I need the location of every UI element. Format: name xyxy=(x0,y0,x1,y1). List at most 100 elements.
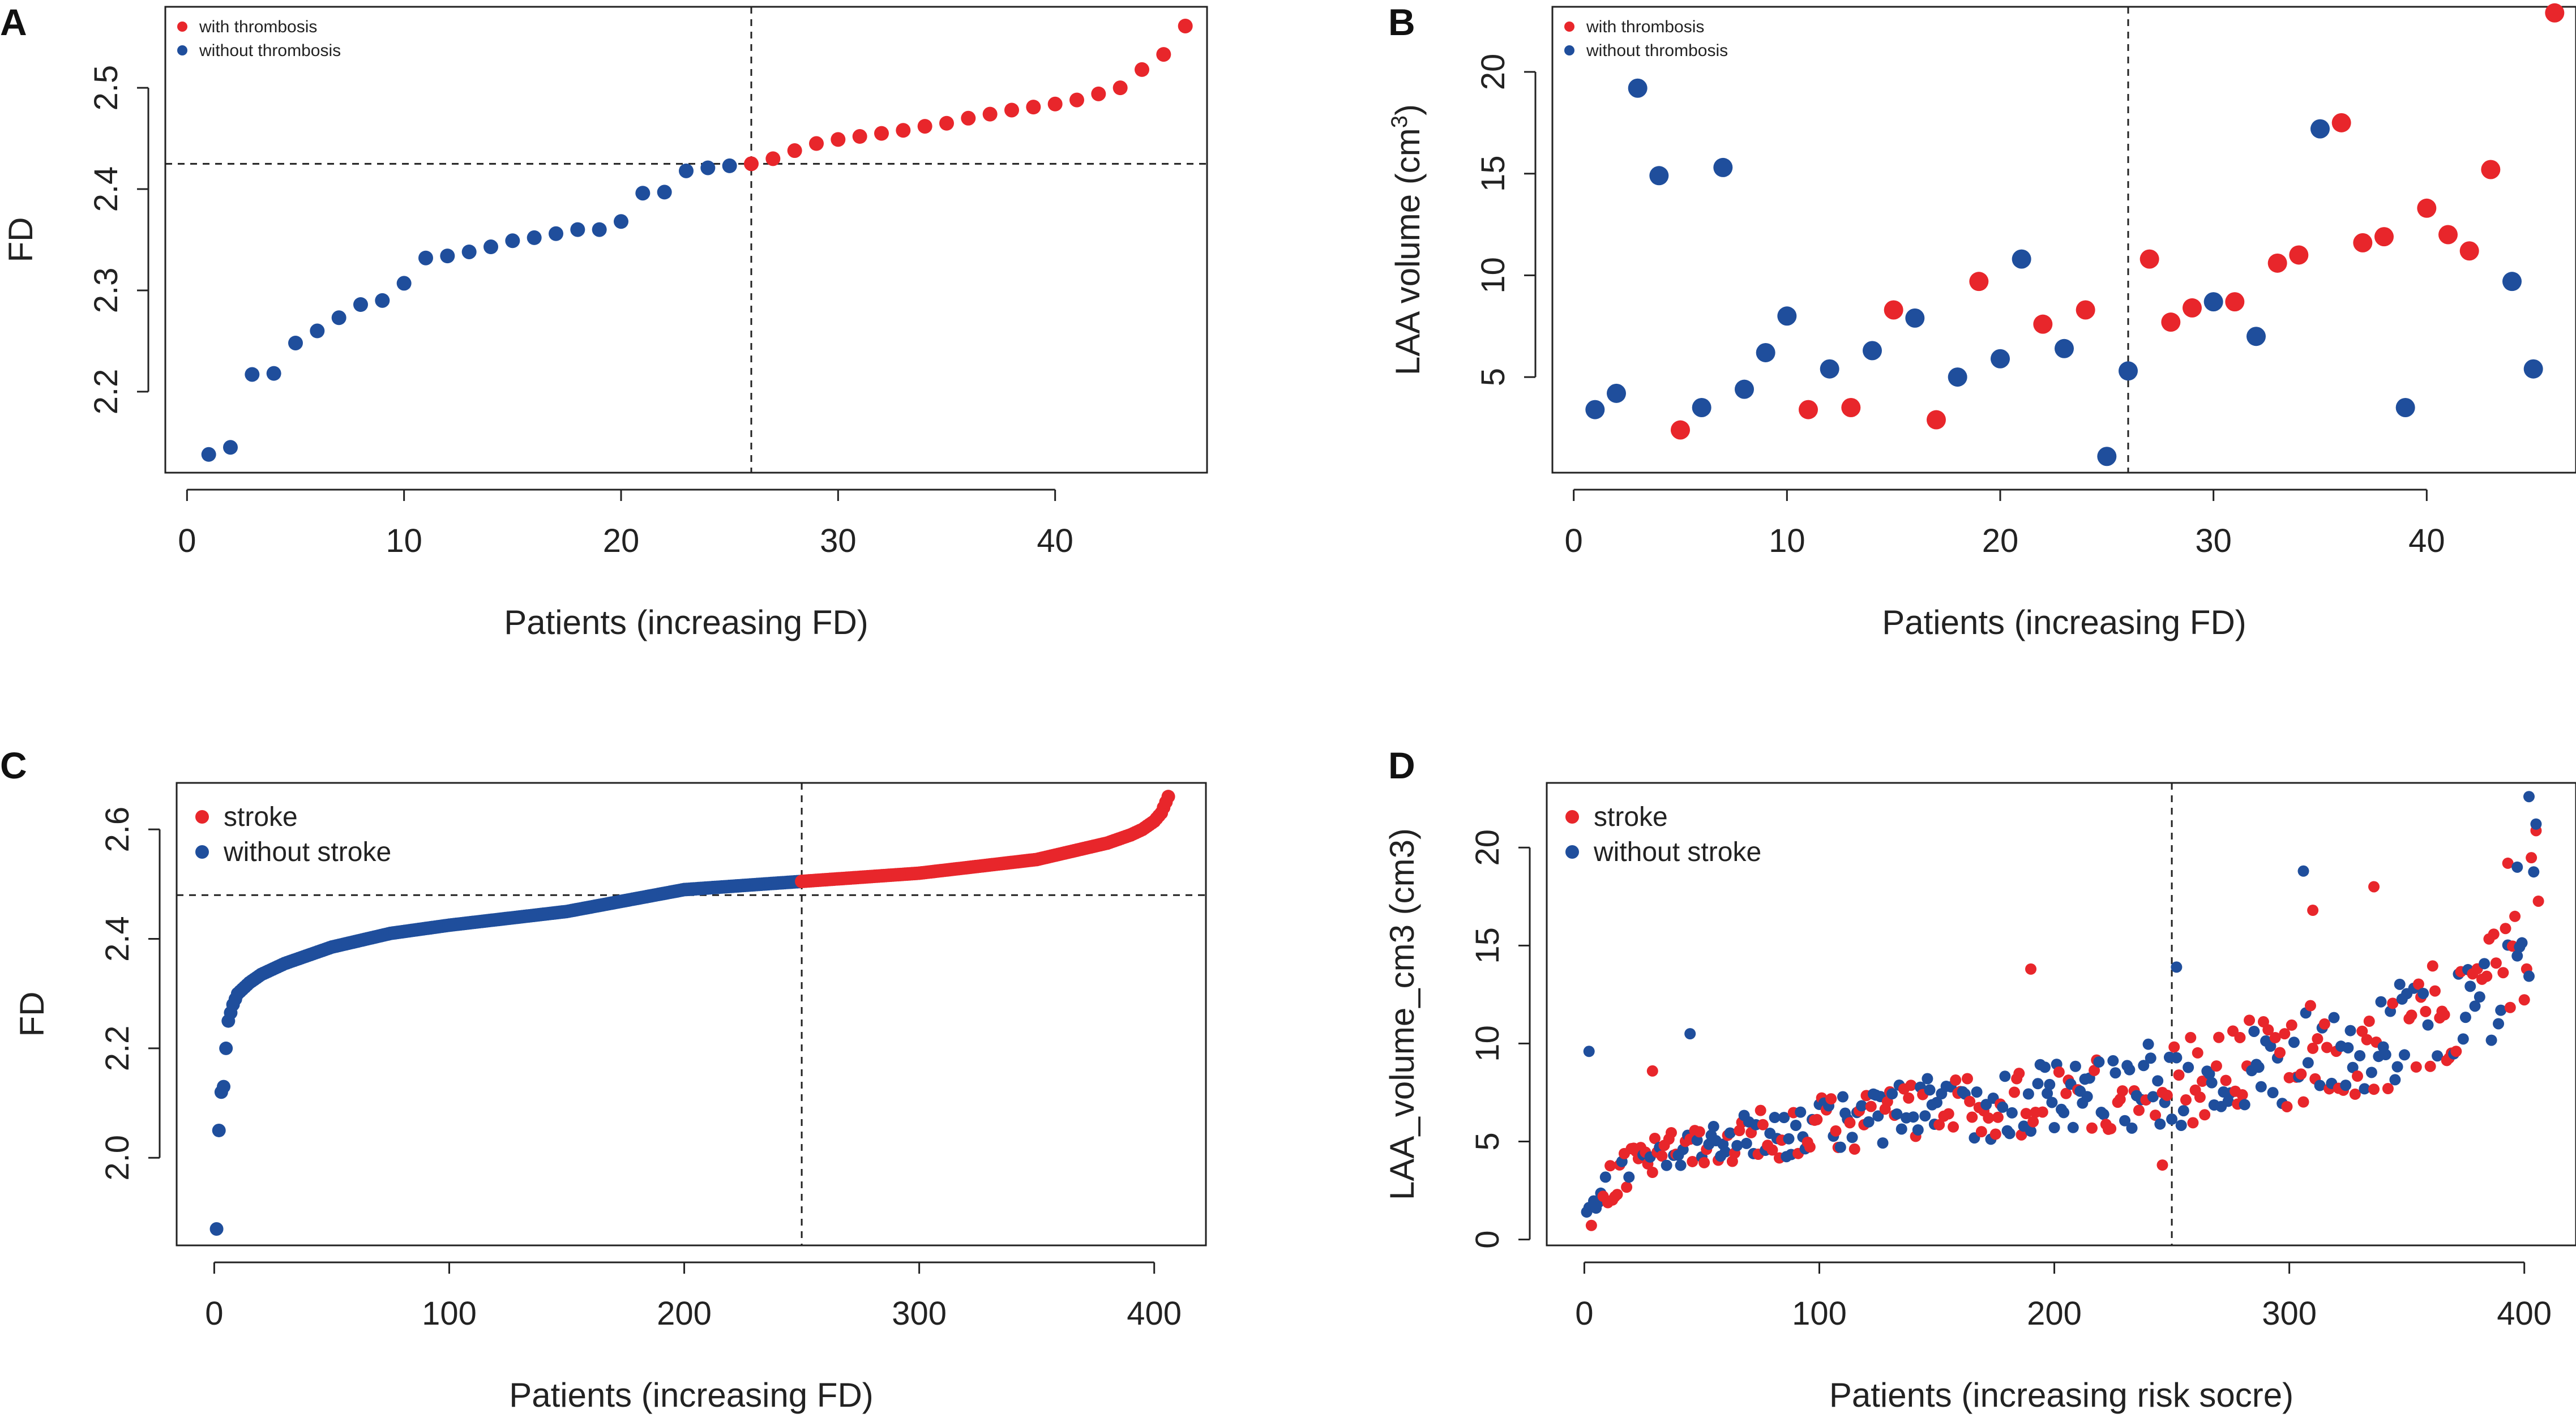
data-point-without-thrombosis xyxy=(1607,383,1626,403)
x-tick-label: 10 xyxy=(386,522,422,559)
data-point-without-stroke xyxy=(1922,1073,1933,1085)
data-point-stroke xyxy=(2500,923,2511,935)
panel-c: C 0 100 200 300 400 2.0 2.2 2.4 2.6 Patients (incr… xyxy=(0,744,1207,1414)
data-point-stroke xyxy=(2420,1005,2432,1017)
data-point-without-stroke xyxy=(2006,1107,2018,1119)
data-point-without-stroke xyxy=(2347,1061,2359,1073)
data-point-without-thrombosis xyxy=(353,297,368,312)
data-point-without-stroke xyxy=(2380,1049,2391,1061)
data-point-without-stroke xyxy=(2042,1087,2053,1099)
data-point-with-thrombosis xyxy=(831,132,846,147)
x-axis-title: Patients (increasing risk socre) xyxy=(1829,1376,2293,1414)
y-tick-label: 2.5 xyxy=(88,65,125,111)
data-point-stroke xyxy=(2197,1075,2209,1087)
data-point-without-stroke xyxy=(217,1080,231,1094)
data-point-without-stroke xyxy=(2344,1025,2356,1036)
data-point-without-stroke xyxy=(2081,1091,2093,1103)
data-point-stroke xyxy=(2387,997,2399,1009)
plot-frame xyxy=(164,6,1208,474)
data-point-stroke xyxy=(2368,1083,2380,1095)
x-tick-label: 30 xyxy=(2195,522,2232,559)
data-point-stroke xyxy=(2150,1110,2162,1121)
legend-marker xyxy=(1564,45,1574,55)
data-point-without-stroke xyxy=(2459,1012,2471,1023)
data-point-without-stroke xyxy=(2044,1078,2056,1090)
data-point-with-thrombosis xyxy=(1047,96,1063,112)
data-point-with-thrombosis xyxy=(2481,160,2501,179)
data-point-stroke xyxy=(2194,1091,2206,1103)
data-point-without-stroke xyxy=(2389,1074,2401,1086)
data-point-without-stroke xyxy=(1719,1146,1731,1158)
y-axis-title: LAA_volume_cm3 (cm3) xyxy=(1383,828,1421,1200)
data-point-without-stroke xyxy=(2145,1052,2156,1064)
data-point-without-thrombosis xyxy=(1756,342,1775,362)
data-point-without-stroke xyxy=(1769,1112,1781,1124)
x-tick-label: 200 xyxy=(2027,1295,2082,1332)
data-point-stroke xyxy=(2013,1068,2025,1080)
data-point-without-thrombosis xyxy=(1863,341,1882,361)
data-point-stroke xyxy=(2427,960,2438,972)
data-point-stroke xyxy=(1825,1093,1837,1105)
data-point-without-stroke xyxy=(2109,1067,2121,1079)
data-point-stroke xyxy=(2281,1100,2293,1112)
data-point-without-thrombosis xyxy=(2502,272,2522,292)
y-tick-label: 10 xyxy=(1475,257,1512,294)
x-axis-title: Patients (increasing FD) xyxy=(1882,603,2246,641)
data-point-stroke xyxy=(2105,1123,2117,1134)
data-point-without-thrombosis xyxy=(570,222,585,237)
data-point-with-thrombosis xyxy=(1841,397,1861,417)
data-point-stroke xyxy=(1646,1065,1658,1077)
data-point-without-stroke xyxy=(2495,1004,2507,1016)
legend: with thrombosis without thrombosis xyxy=(1564,18,1728,60)
data-point-with-thrombosis xyxy=(1026,100,1041,115)
data-point-without-thrombosis xyxy=(310,323,325,339)
data-point-with-thrombosis xyxy=(2374,227,2394,247)
legend-label: without thrombosis xyxy=(199,41,341,60)
data-point-stroke xyxy=(2307,905,2319,916)
data-point-with-thrombosis xyxy=(744,156,759,172)
data-point-stroke xyxy=(1948,1121,1959,1133)
data-point-stroke xyxy=(1933,1119,1945,1130)
data-point-stroke xyxy=(2497,967,2509,979)
data-point-without-stroke xyxy=(2523,791,2535,803)
data-point-stroke xyxy=(2168,1041,2180,1053)
data-point-with-thrombosis xyxy=(2289,245,2309,265)
data-point-without-stroke xyxy=(2093,1056,2105,1068)
data-point-with-thrombosis xyxy=(2545,3,2565,23)
data-point-stroke xyxy=(2279,1028,2291,1040)
data-point-stroke xyxy=(2192,1047,2203,1059)
data-point-stroke xyxy=(2295,1068,2307,1080)
data-point-without-stroke xyxy=(1837,1091,1848,1103)
panel-label: C xyxy=(0,744,27,786)
data-point-with-thrombosis xyxy=(2438,225,2458,245)
data-point-without-stroke xyxy=(2255,1081,2267,1093)
data-point-stroke xyxy=(2307,1042,2319,1054)
data-point-stroke xyxy=(2412,978,2424,990)
data-point-without-stroke xyxy=(2171,961,2183,973)
data-point-with-thrombosis xyxy=(2353,233,2373,252)
data-point-without-stroke xyxy=(2177,1105,2189,1117)
data-point-stroke xyxy=(1611,1189,1623,1201)
legend-marker xyxy=(195,845,209,859)
panel-a: A 0 10 20 30 40 2.2 2.3 2.4 2.5 Patients (increasi… xyxy=(0,1,1208,641)
data-point-without-stroke xyxy=(2025,1125,2037,1137)
data-point-stroke xyxy=(2199,1109,2211,1121)
data-point-without-stroke xyxy=(1790,1119,1802,1131)
data-point-without-stroke xyxy=(1731,1140,1743,1151)
data-point-without-stroke xyxy=(1999,1070,2011,1082)
data-point-with-thrombosis xyxy=(1884,300,1903,320)
data-point-stroke xyxy=(2526,852,2538,864)
data-point-stroke xyxy=(1964,1095,1976,1107)
data-point-stroke xyxy=(1766,1144,1778,1156)
data-point-with-thrombosis xyxy=(2331,113,2351,132)
data-point-stroke xyxy=(2351,1070,2363,1082)
data-point-stroke xyxy=(2438,1009,2450,1021)
legend-marker xyxy=(195,810,209,824)
data-point-without-thrombosis xyxy=(1948,367,1967,387)
data-point-without-stroke xyxy=(2175,1119,2187,1131)
data-point-stroke xyxy=(2361,1034,2373,1046)
data-point-with-thrombosis xyxy=(1156,47,1171,62)
data-point-without-stroke xyxy=(2485,1034,2497,1046)
data-point-stroke xyxy=(2410,1061,2422,1073)
data-point-stroke xyxy=(1905,1080,1917,1091)
